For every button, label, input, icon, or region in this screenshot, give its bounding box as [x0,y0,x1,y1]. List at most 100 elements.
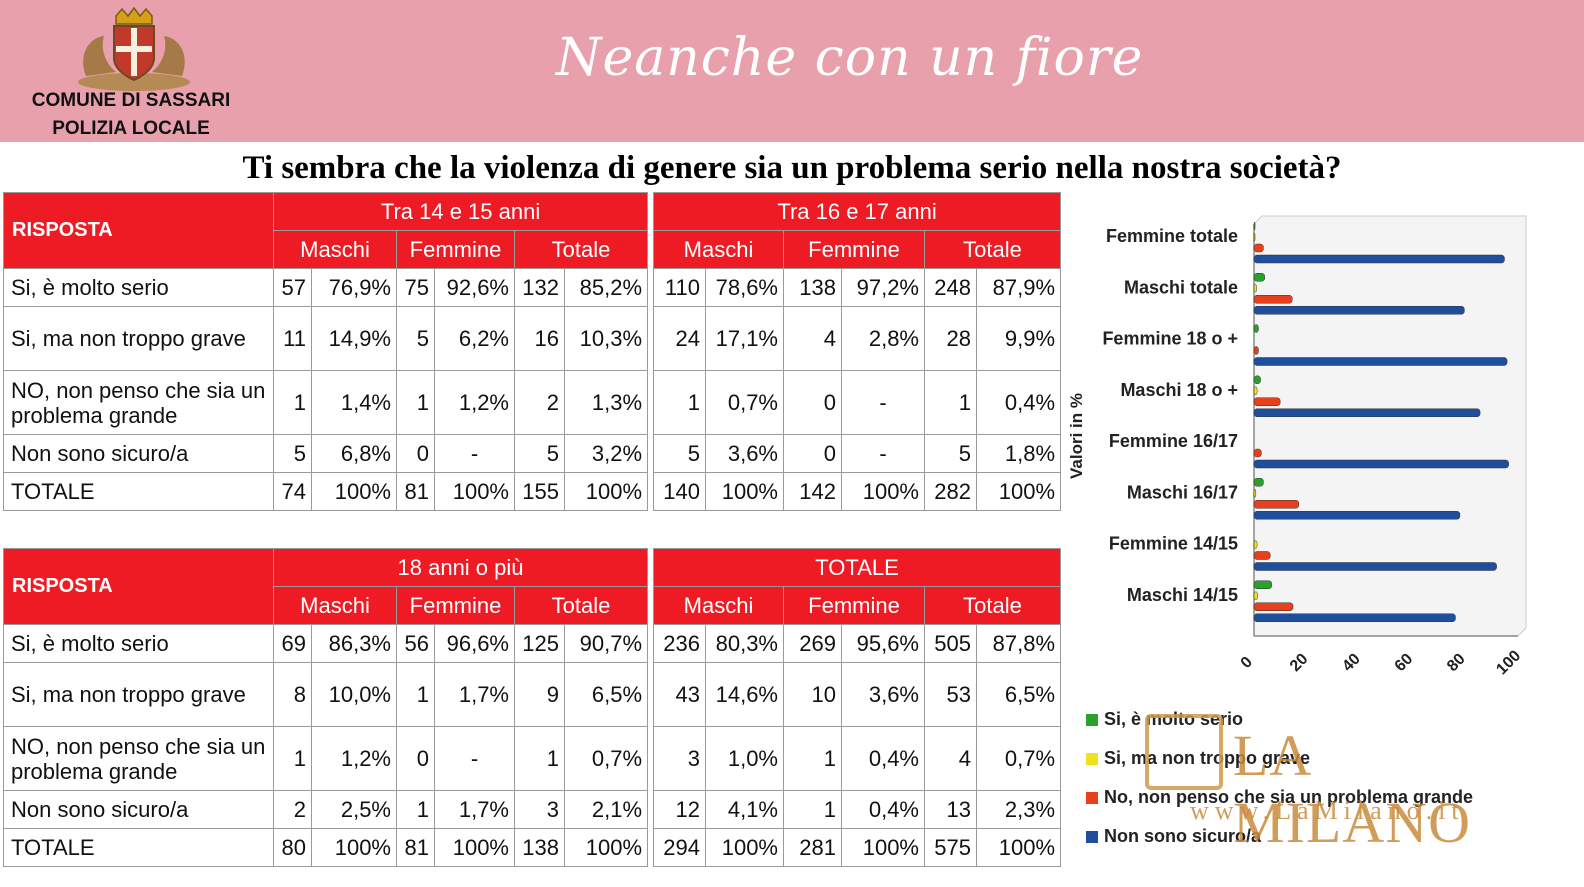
table-row: 140 100% 142 100% 282 100% [653,472,1062,511]
cell: 86,3% [311,624,397,663]
cell: 3,2% [563,434,649,473]
table-totale: TOTALE Maschi Femmine Totale 236 80,3% 269… [652,548,1062,867]
cell: 5 [273,434,312,473]
table-14-15: RISPOSTA Tra 14 e 15 anni Maschi Femmine… [3,192,649,511]
cell: 10 [783,662,842,727]
cell: 81 [396,828,435,867]
cell: 100% [705,828,784,867]
cell: 81 [396,472,435,511]
category-label: Femmine 18 o + [1102,329,1238,349]
cell: 24 [653,306,706,371]
legend-label: Non sono sicuro/a [1104,826,1262,846]
legend-swatch [1086,830,1098,843]
group-header: 18 anni o più [272,548,649,587]
cell: 100% [841,828,925,867]
cell: 0,7% [705,370,784,435]
table-row: 1 0,7% 0-1 0,4% [653,370,1062,435]
cell: 1 [783,726,842,791]
cell: 2 [514,370,565,435]
cell: 575 [924,828,977,867]
bar [1253,459,1509,469]
bar [1253,243,1264,253]
cell: 0,4% [975,370,1062,435]
cell: 138 [783,268,842,307]
group-header: TOTALE [652,548,1062,587]
cell: - [841,370,925,435]
x-tick-label: 0 [1238,654,1256,672]
org-name: COMUNE DI SASSARI [31,90,231,111]
cell: 92,6% [434,268,515,307]
legend-label: No, non penso che sia un problema grande [1104,787,1474,807]
row-label: NO, non penso che sia un problema grande [3,726,274,791]
bar [1253,232,1256,242]
bar [1253,562,1497,571]
bar [1253,489,1257,498]
group-header: Tra 14 e 15 anni [272,192,649,231]
cell: 96,6% [434,624,515,663]
table-16-17: Tra 16 e 17 anni Maschi Femmine Totale 1… [652,192,1062,511]
cell: 269 [783,624,842,663]
bar [1253,397,1281,406]
table-18-plus: RISPOSTA 18 anni o più Maschi Femmine To… [3,548,649,867]
cell: 1 [783,790,842,829]
bar [1253,284,1257,293]
bar [1253,357,1508,366]
cell: 0 [783,370,842,435]
cell: 0,7% [563,726,649,791]
cell: 16 [514,306,565,371]
cell: 2 [273,790,312,829]
cell: 8 [273,662,312,727]
bar [1253,478,1264,487]
table-row: 294 100% 281 100% 575 100% [653,828,1062,867]
cell: 4 [783,306,842,371]
cell: 80 [273,828,312,867]
cell: 294 [653,828,706,867]
cell: 97,2% [841,268,925,307]
bar [1253,306,1465,315]
table-row: 43 14,6% 10 3,6% 53 6,5% [653,662,1062,727]
cell: 0 [396,726,435,791]
bar [1253,408,1481,417]
cell: 4,1% [705,790,784,829]
cell: 0 [396,434,435,473]
cell: 1,0% [705,726,784,791]
cell: 5 [396,306,435,371]
cell: 76,9% [311,268,397,307]
cell: 248 [924,268,977,307]
cell: 85,2% [563,268,649,307]
maschi-header: Maschi [653,230,784,269]
cell: 3 [514,790,565,829]
cell: 57 [273,268,312,307]
risposta-header: RISPOSTA [3,192,274,269]
cell: 0,4% [841,726,925,791]
row-label: Si, ma non troppo grave [3,306,274,371]
bar [1253,613,1456,622]
plot-background [1253,215,1527,637]
bar [1253,551,1271,560]
legend-item: No, non penso che sia un problema grande [1086,778,1473,817]
bar [1253,375,1261,384]
watermark: LA MILANO www.LaMilano.it [1145,712,1555,855]
cell: 9,9% [975,306,1062,371]
org-department: POLIZIA LOCALE [52,118,210,139]
row-label: Non sono sicuro/a [3,790,274,829]
femmine-header: Femmine [396,230,515,269]
cell: 100% [975,828,1062,867]
cell: 110 [653,268,706,307]
row-label: NO, non penso che sia un problema grande [3,370,274,435]
cell: 1 [514,726,565,791]
cell: 125 [514,624,565,663]
table-row: 110 78,6% 138 97,2% 248 87,9% [653,268,1062,307]
cell: 11 [273,306,312,371]
cell: 100% [311,828,397,867]
cell: 0 [783,434,842,473]
legend-item: Si, ma non troppo grave [1086,739,1473,778]
cell: 87,9% [975,268,1062,307]
cell: 9 [514,662,565,727]
cell: 100% [563,472,649,511]
cell: 5 [514,434,565,473]
maschi-header: Maschi [273,230,397,269]
femmine-header: Femmine [783,230,925,269]
table-row: NO, non penso che sia un problema grande… [3,726,649,791]
bar [1253,346,1259,355]
